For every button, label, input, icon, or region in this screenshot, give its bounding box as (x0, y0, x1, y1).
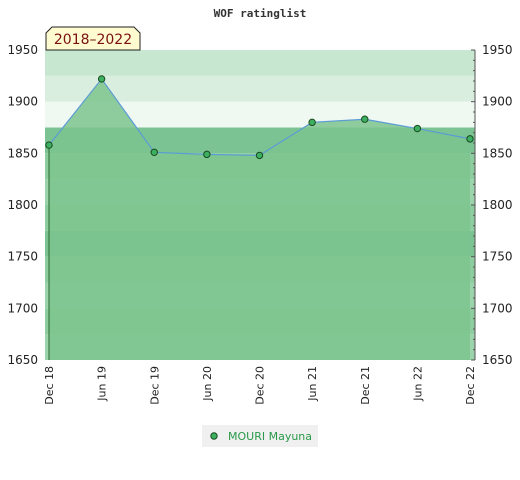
badge-label: 2018–2022 (54, 32, 132, 48)
x-tick-label: Dec 19 (148, 366, 161, 405)
data-point (45, 141, 53, 149)
legend: MOURI Mayuna (202, 425, 318, 447)
x-tick-label: Dec 22 (464, 366, 477, 405)
y-tick-label-right: 1800 (482, 198, 513, 212)
y-tick-label-left: 1950 (7, 43, 38, 57)
x-tick-label: Jun 19 (96, 366, 109, 402)
y-tick-label-left: 1650 (7, 353, 38, 367)
data-point (97, 75, 106, 83)
data-point (255, 151, 264, 160)
period-badge: 2018–2022 (45, 26, 141, 51)
y-tick-label-left: 1750 (7, 250, 38, 264)
band (45, 75, 475, 102)
y-tick-label-left: 1700 (7, 301, 38, 315)
y-tick-label-right: 1900 (482, 95, 513, 109)
left-axis: 1650 1700 1750 1800 1850 1900 1950 (7, 43, 38, 367)
x-tick-label: Dec 20 (254, 366, 267, 405)
data-point (203, 150, 211, 159)
y-tick-label-right: 1750 (482, 250, 513, 264)
y-tick-label-left: 1850 (7, 146, 38, 160)
x-tick-label: Dec 21 (359, 366, 372, 405)
y-tick-label-right: 1650 (482, 353, 513, 367)
rating-area (49, 78, 470, 360)
legend-marker (210, 432, 218, 440)
y-tick-label-right: 1850 (482, 146, 513, 160)
x-tick-label: Dec 18 (43, 366, 56, 405)
y-tick-label-right: 1950 (482, 43, 513, 57)
band (45, 50, 475, 76)
area-layer (45, 75, 474, 360)
data-point (466, 135, 474, 143)
data-point (413, 124, 422, 133)
data-point (361, 115, 369, 123)
right-axis: 1650 1700 1750 1800 1850 1900 1950 (471, 43, 513, 367)
data-point (308, 118, 316, 127)
y-tick-label-right: 1700 (482, 301, 513, 315)
legend-label: MOURI Mayuna (228, 430, 312, 443)
x-tick-label: Jun 22 (411, 366, 424, 402)
x-tick-label: Jun 20 (201, 366, 214, 402)
y-tick-label-left: 1900 (7, 95, 38, 109)
data-point (150, 148, 158, 157)
x-tick-label: Jun 21 (306, 366, 319, 402)
y-tick-label-left: 1800 (7, 198, 38, 212)
chart-title: WOF ratinglist (214, 7, 307, 20)
x-axis: Dec 18 Jun 19 Dec 19 Jun 20 Dec 20 Jun 21 Dec … (43, 366, 477, 405)
